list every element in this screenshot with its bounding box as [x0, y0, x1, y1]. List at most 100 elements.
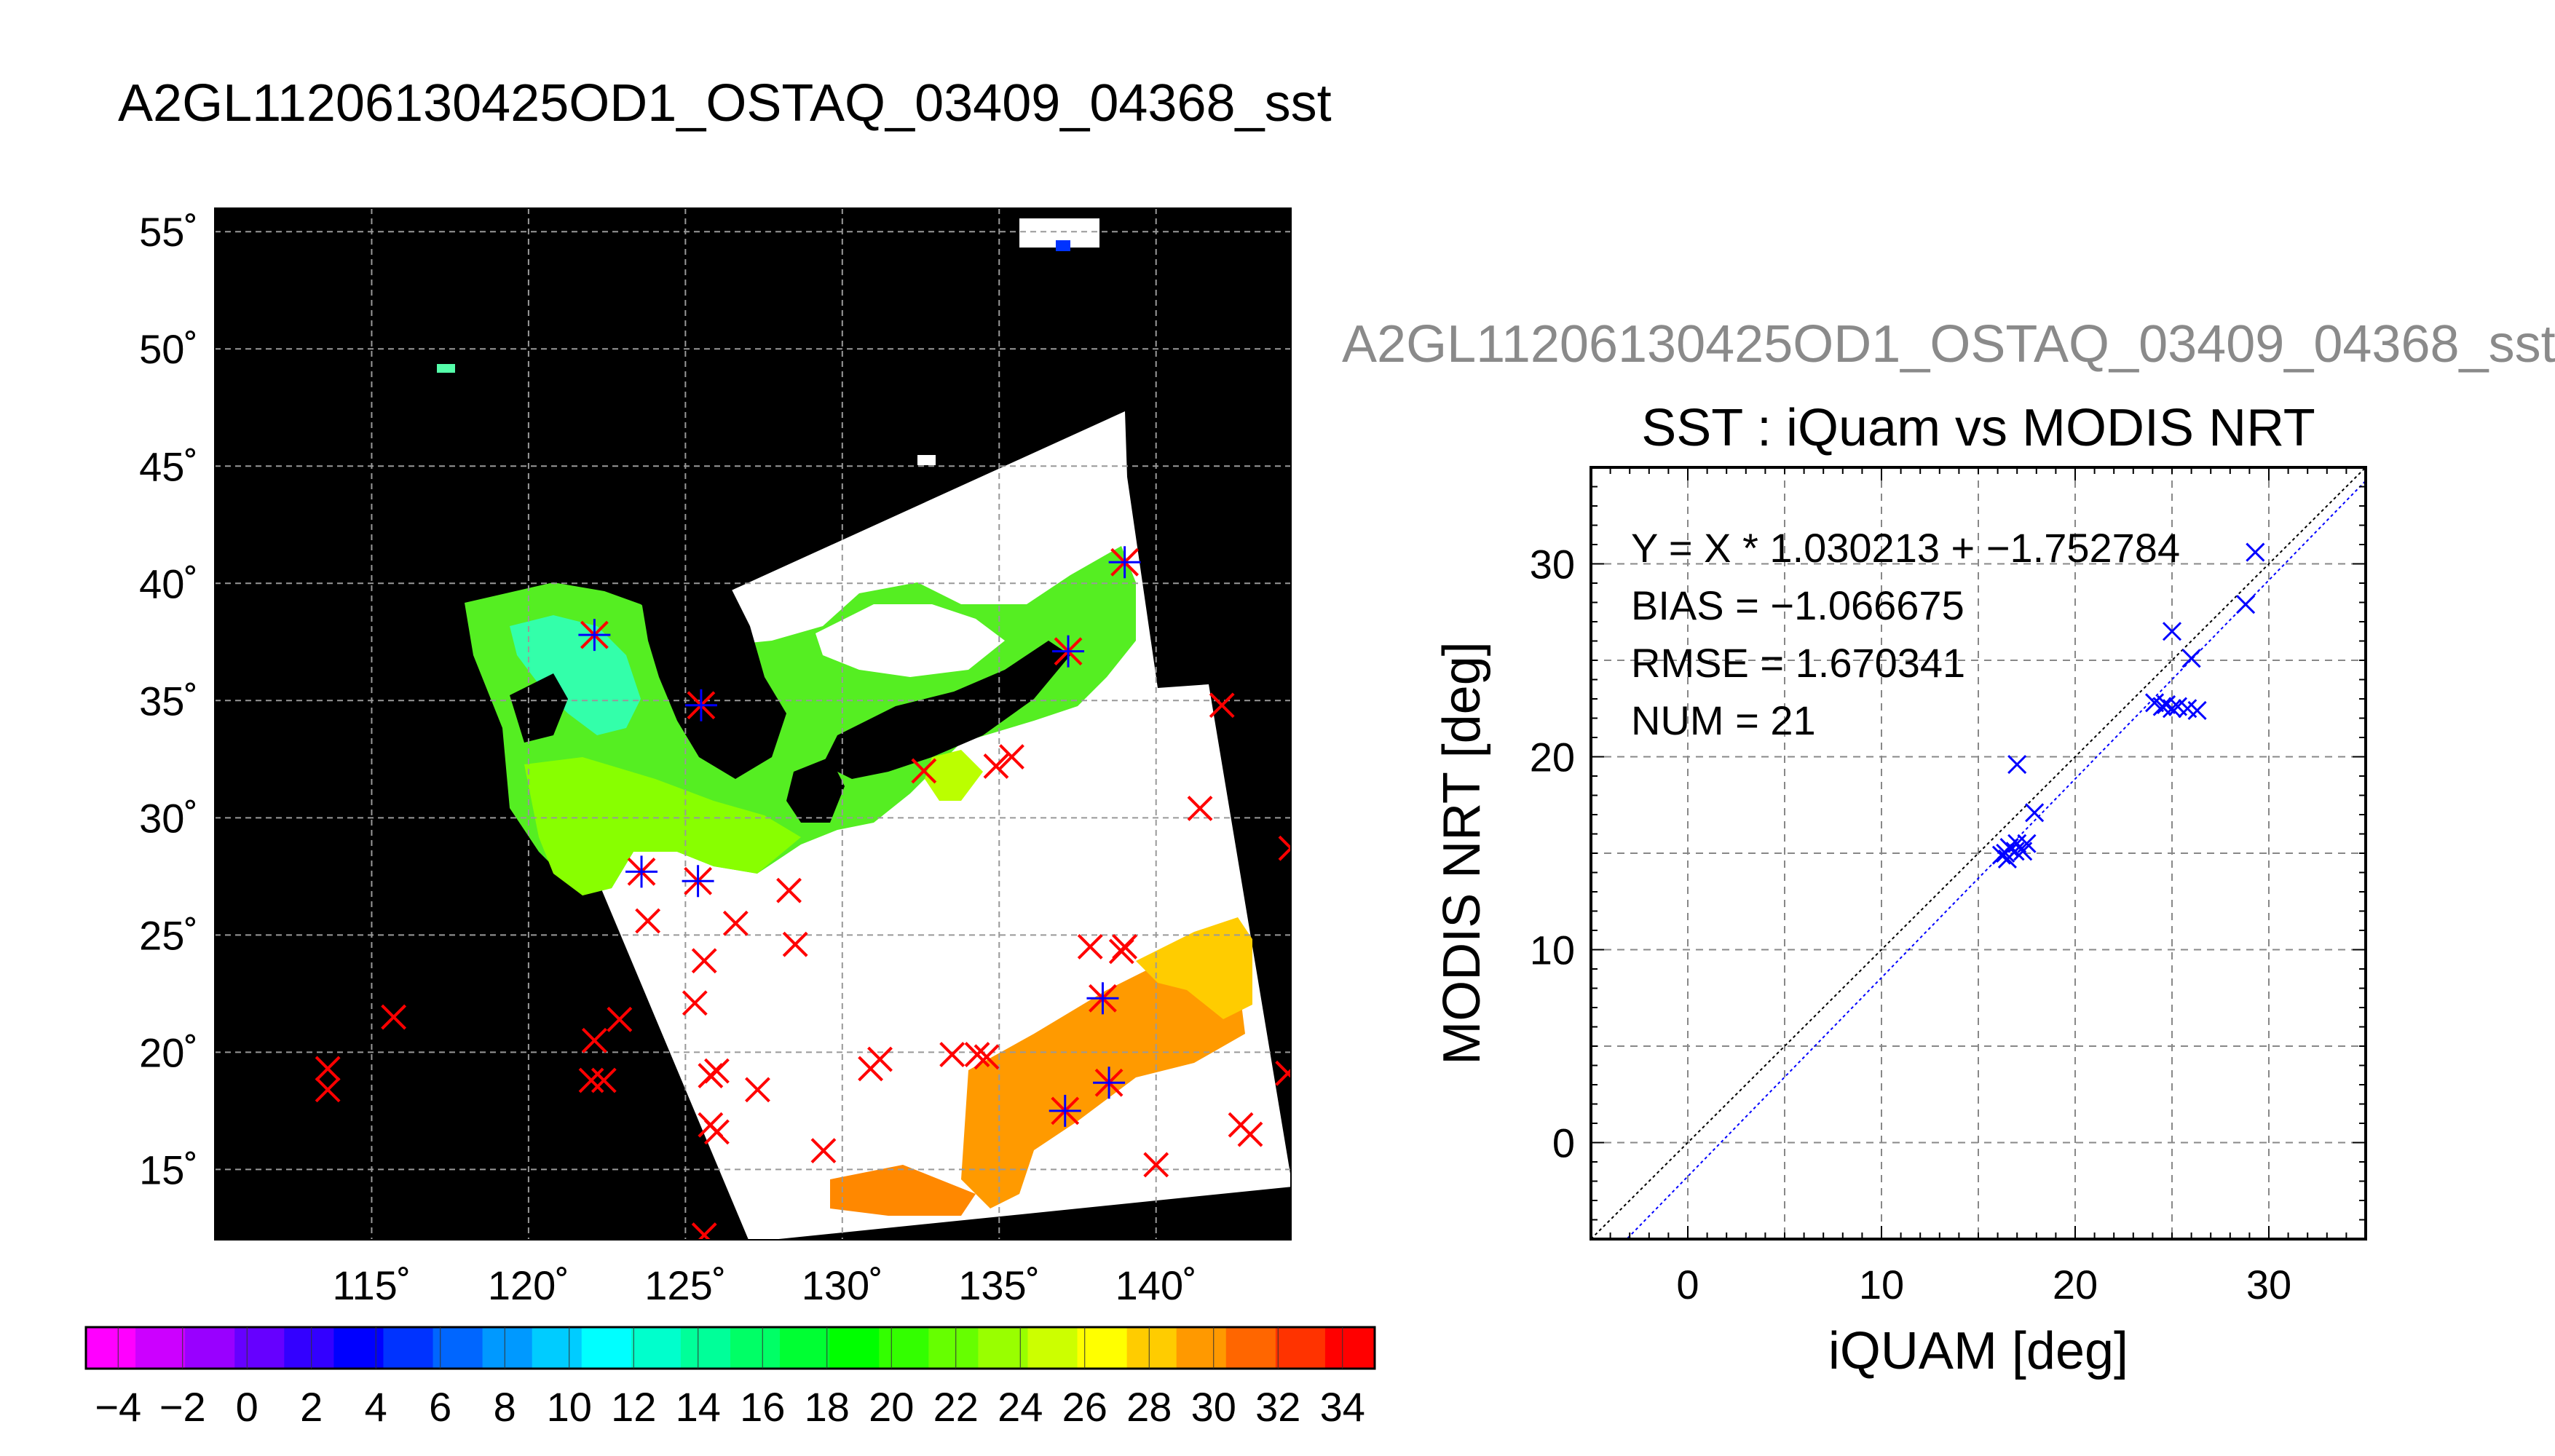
sst-scatter: A2GL11206130425OD1_OSTAQ_03409_04368_sst…: [1342, 315, 2555, 1380]
colorbar-segment: [333, 1327, 384, 1369]
iquam-marker: [810, 1138, 837, 1164]
colorbar-tick-label: 18: [805, 1384, 850, 1430]
colorbar-segment: [185, 1327, 235, 1369]
iquam-marker: [691, 1222, 717, 1240]
iquam-marker-b: [315, 1056, 341, 1082]
scatter-y-tick-labels: 0 10 20 30: [1530, 542, 1575, 1166]
scatter-point-b: [2144, 693, 2165, 713]
colorbar-tick-label: 16: [740, 1384, 785, 1430]
colorbar-segment: [1077, 1327, 1128, 1369]
scatter-point: [2246, 542, 2265, 562]
iquam-marker: [745, 1077, 770, 1103]
iquam-marker-b: [607, 1006, 633, 1032]
iquam-marker-b: [581, 1027, 607, 1053]
scatter-x-tick-labels: 0 10 20 30: [1676, 1262, 2291, 1307]
colorbar-segment: [532, 1327, 583, 1369]
sst-map: 115˚ 120˚ 125˚ 130˚ 135˚ 140˚ 15˚ 20˚ 25˚ 30˚ 35˚…: [139, 207, 1292, 1308]
colorbar-tick-label: 8: [494, 1384, 516, 1430]
colorbar-tick-label: 6: [429, 1384, 451, 1430]
page-title: A2GL11206130425OD1_OSTAQ_03409_04368_sst: [118, 74, 1332, 132]
lat-tick-label: 40˚: [139, 561, 198, 606]
iquam-marker-b: [591, 1067, 617, 1093]
iquam-marker-b: [810, 1138, 837, 1164]
iquam-marker: [1209, 692, 1235, 719]
scatter-point-b: [2162, 699, 2182, 719]
lat-tick-label: 45˚: [139, 443, 198, 489]
iquam-markers: [315, 692, 1291, 1240]
cloud-patch-1: [816, 604, 1005, 677]
colorbar-tick-label: 10: [547, 1384, 592, 1430]
map-field: [437, 218, 1291, 1240]
colorbar-segment: [284, 1327, 334, 1369]
colorbar-tick-label: 34: [1320, 1384, 1365, 1430]
iquam-marker-b: [983, 753, 1009, 779]
scatter-point-b: [2181, 649, 2201, 668]
colorbar-segment: [730, 1327, 781, 1369]
iquam-marker: [1077, 934, 1103, 960]
iquam-marker: [1237, 1121, 1263, 1147]
colorbar-segment: [879, 1327, 929, 1369]
scatter-x-tick-label: 20: [2053, 1262, 2098, 1307]
scatter-point-b: [1996, 843, 2015, 863]
map-gridlines: [215, 208, 1291, 1240]
iquam-marker: [704, 1119, 730, 1145]
sst-region-south-yellow: [1136, 917, 1252, 1019]
map-frame: [214, 207, 1292, 1241]
scatter-x-tick-label: 30: [2246, 1262, 2291, 1307]
iquam-marker-a: [1278, 835, 1291, 851]
scatter-ylabel: MODIS NRT [deg]: [1433, 641, 1491, 1065]
iquam-marker-b: [704, 1058, 730, 1084]
iquam-marker: [691, 948, 717, 974]
matched-marker: [1086, 982, 1119, 1015]
colorbar-tick-label: 12: [611, 1384, 656, 1430]
colorbar-segment: [978, 1327, 1028, 1369]
colorbar-segment: [1126, 1327, 1177, 1369]
lat-tick-label: 20˚: [139, 1029, 198, 1075]
fit-line: [1625, 480, 2366, 1239]
iquam-marker-b: [1143, 1152, 1169, 1178]
iquam-marker: [607, 1006, 633, 1032]
scatter-header: A2GL11206130425OD1_OSTAQ_03409_04368_sst: [1342, 315, 2555, 373]
scatter-point-b: [2017, 834, 2037, 853]
iquam-marker: [635, 908, 661, 934]
iquam-marker-b: [1112, 934, 1138, 960]
colorbar-segment: [829, 1327, 880, 1369]
iquam-marker: [315, 1077, 341, 1103]
iquam-marker-b: [381, 1004, 407, 1030]
scatter-point-b: [2156, 695, 2176, 715]
colorbar-segment: [780, 1327, 830, 1369]
scatter-point-b: [2152, 697, 2172, 716]
matched-marker: [578, 619, 611, 652]
iquam-marker-b: [315, 1077, 341, 1103]
iquam-marker: [782, 931, 808, 957]
colorbar: −4 −2 0 2 4 6 8 10 12 14 16 18 20 22 24 26 28 30 32 34: [84, 1326, 1376, 1430]
iquam-marker: [315, 1056, 341, 1082]
iquam-marker-b: [691, 948, 717, 974]
colorbar-segment: [1324, 1327, 1375, 1369]
lon-tick-label: 130˚: [802, 1262, 883, 1308]
colorbar-segment: [383, 1327, 434, 1369]
scatter-y-tick-label: 30: [1530, 542, 1575, 587]
colorbar-segment: [1176, 1327, 1227, 1369]
scatter-point: [2162, 622, 2182, 641]
lat-tick-label: 50˚: [139, 326, 198, 372]
colorbar-tick-label: 20: [869, 1384, 914, 1430]
scatter-point-b: [2168, 697, 2188, 716]
matched-marker: [684, 689, 717, 721]
iquam-marker: [591, 1067, 617, 1093]
colorbar-segment: [1225, 1327, 1276, 1369]
lat-tick-label: 35˚: [139, 678, 198, 724]
colorbar-segment: [234, 1327, 285, 1369]
colorbar-frame: [84, 1326, 1376, 1370]
scatter-y-tick-label: 10: [1530, 927, 1575, 973]
iquam-marker: [939, 1042, 965, 1067]
scatter-point: [2187, 700, 2207, 720]
scatter-point: [2181, 649, 2201, 668]
sst-region-north-warm: [524, 757, 801, 895]
scatter-minor-ticks: [1590, 467, 2366, 1240]
iquam-marker-b: [867, 1046, 893, 1072]
iquam-marker: [381, 1004, 407, 1030]
colorbar-tick-label: −2: [159, 1384, 206, 1430]
iquam-marker-b: [722, 910, 749, 936]
